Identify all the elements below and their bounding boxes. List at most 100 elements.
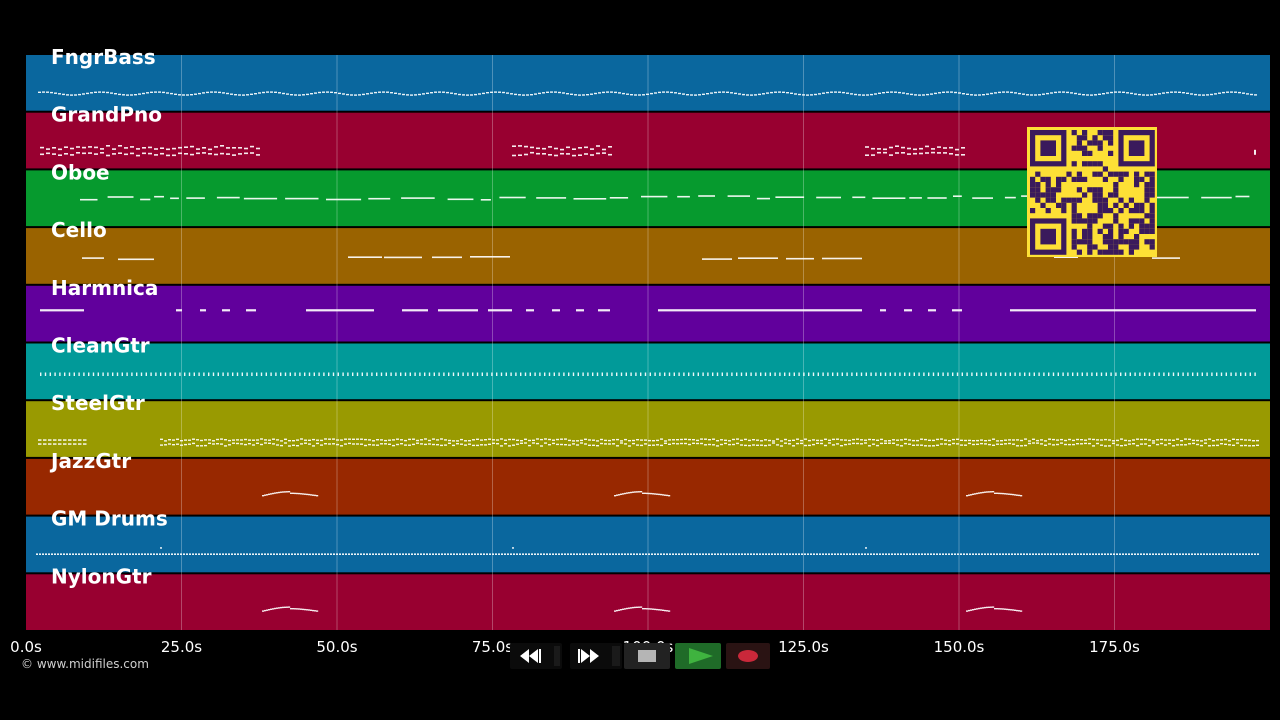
note: [312, 494, 315, 496]
note: [208, 372, 210, 376]
note: [986, 606, 989, 609]
note: [312, 438, 315, 441]
note: [688, 443, 691, 446]
note: [658, 609, 661, 611]
note: [1091, 372, 1093, 376]
note: [1248, 553, 1250, 555]
note: [266, 91, 269, 93]
note: [904, 372, 906, 376]
note: [306, 493, 309, 496]
note: [1132, 443, 1135, 445]
qr-module: [1092, 213, 1098, 219]
note: [1218, 553, 1220, 555]
note: [664, 494, 667, 496]
note: [58, 93, 61, 95]
note: [502, 91, 505, 94]
note: [972, 197, 993, 199]
note: [424, 443, 427, 446]
note: [871, 147, 875, 150]
note: [98, 91, 101, 93]
note: [982, 94, 985, 96]
note: [656, 439, 659, 442]
track-label: Harmnica: [51, 276, 158, 300]
qr-module: [1076, 187, 1082, 193]
qr-module: [1144, 228, 1150, 234]
note: [68, 443, 72, 445]
note: [1196, 443, 1199, 446]
note: [280, 440, 283, 442]
note: [942, 553, 944, 555]
note: [1144, 438, 1147, 441]
note: [467, 372, 469, 376]
note: [264, 553, 266, 555]
note: [49, 372, 51, 376]
note: [1072, 443, 1075, 446]
note: [906, 553, 908, 555]
note: [1094, 94, 1097, 96]
note: [552, 309, 560, 312]
note: [159, 553, 161, 555]
note: [992, 606, 995, 608]
note: [170, 197, 179, 200]
note: [915, 553, 917, 555]
note: [588, 439, 591, 441]
note: [1245, 553, 1247, 555]
note: [280, 444, 283, 447]
note: [1244, 439, 1247, 441]
note: [1244, 372, 1247, 376]
stop-button[interactable]: [624, 643, 670, 669]
note: [894, 91, 897, 93]
record-button[interactable]: [726, 643, 770, 669]
note: [552, 439, 555, 441]
note: [927, 197, 947, 199]
note: [491, 372, 493, 376]
qr-module: [1139, 228, 1145, 234]
note: [976, 372, 978, 376]
note: [120, 553, 122, 555]
note: [1006, 493, 1009, 495]
note: [534, 93, 537, 95]
play-button[interactable]: [675, 643, 721, 669]
note: [916, 444, 919, 446]
note: [250, 93, 253, 95]
rewind-button[interactable]: [510, 643, 562, 669]
note: [286, 606, 289, 608]
note: [1160, 438, 1163, 441]
note: [912, 553, 914, 555]
note: [174, 553, 176, 555]
qr-module: [1139, 218, 1145, 224]
note: [1028, 372, 1031, 376]
note: [524, 438, 527, 440]
note: [596, 440, 599, 442]
note: [861, 553, 863, 555]
note: [522, 553, 524, 555]
note: [208, 439, 211, 441]
note: [304, 372, 306, 376]
fast-forward-button[interactable]: [570, 643, 622, 669]
note: [664, 440, 667, 442]
note: [880, 309, 886, 312]
note: [1210, 93, 1213, 96]
note: [1098, 93, 1101, 95]
note: [452, 444, 455, 447]
qr-module: [1134, 208, 1140, 214]
note: [284, 438, 287, 440]
note: [386, 91, 389, 93]
note: [318, 91, 321, 94]
note: [780, 440, 783, 442]
note: [871, 154, 875, 156]
note: [272, 608, 275, 610]
note: [106, 145, 110, 147]
note: [1014, 609, 1017, 611]
note: [179, 372, 181, 376]
qr-module: [1097, 140, 1103, 146]
note: [638, 606, 641, 608]
note: [213, 553, 215, 555]
note: [1012, 609, 1015, 611]
note: [718, 91, 721, 93]
note: [756, 444, 759, 446]
note: [598, 309, 610, 312]
note: [756, 439, 759, 441]
note: [1235, 195, 1250, 198]
